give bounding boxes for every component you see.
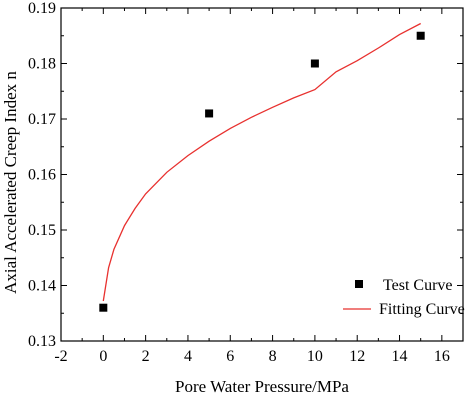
x-axis-ticks: -2 0 2 4 6 8 10 12 14 16 xyxy=(54,8,450,365)
y-tick-label: 0.16 xyxy=(28,167,56,184)
y-tick-label: 0.17 xyxy=(28,111,56,128)
y-tick-label: 0.14 xyxy=(28,278,56,295)
x-tick-label: 12 xyxy=(349,348,365,365)
test-curve-point xyxy=(310,59,319,68)
x-tick-label: 10 xyxy=(307,348,323,365)
x-tick-label: 8 xyxy=(269,348,277,365)
y-tick-label: 0.13 xyxy=(28,333,56,350)
fitting-curve-line xyxy=(102,22,422,302)
test-curve-point xyxy=(205,109,214,118)
x-tick-label: 4 xyxy=(184,348,192,365)
x-axis-title: Pore Water Pressure/MPa xyxy=(175,377,349,396)
x-tick-label: 16 xyxy=(434,348,450,365)
y-axis-ticks: 0.13 0.14 0.15 0.16 0.17 0.18 0.19 xyxy=(28,0,463,350)
x-tick-label: -2 xyxy=(54,348,67,365)
legend: Test Curve Fitting Curve xyxy=(343,277,465,318)
x-tick-label: 14 xyxy=(392,348,408,365)
y-tick-label: 0.19 xyxy=(28,0,56,17)
x-tick-label: 2 xyxy=(142,348,150,365)
x-tick-label: 0 xyxy=(99,348,107,365)
y-axis-title: Axial Accelerated Creep Index n xyxy=(1,71,20,294)
legend-label-test-curve: Test Curve xyxy=(383,277,453,294)
x-tick-label: 6 xyxy=(226,348,234,365)
test-curve-point xyxy=(416,31,425,40)
series-layer xyxy=(99,22,425,312)
y-tick-label: 0.18 xyxy=(28,56,56,73)
y-tick-label: 0.15 xyxy=(28,222,56,239)
legend-label-fitting-curve: Fitting Curve xyxy=(379,301,465,318)
test-curve-point xyxy=(99,303,108,312)
legend-marker-test-curve xyxy=(355,280,363,288)
